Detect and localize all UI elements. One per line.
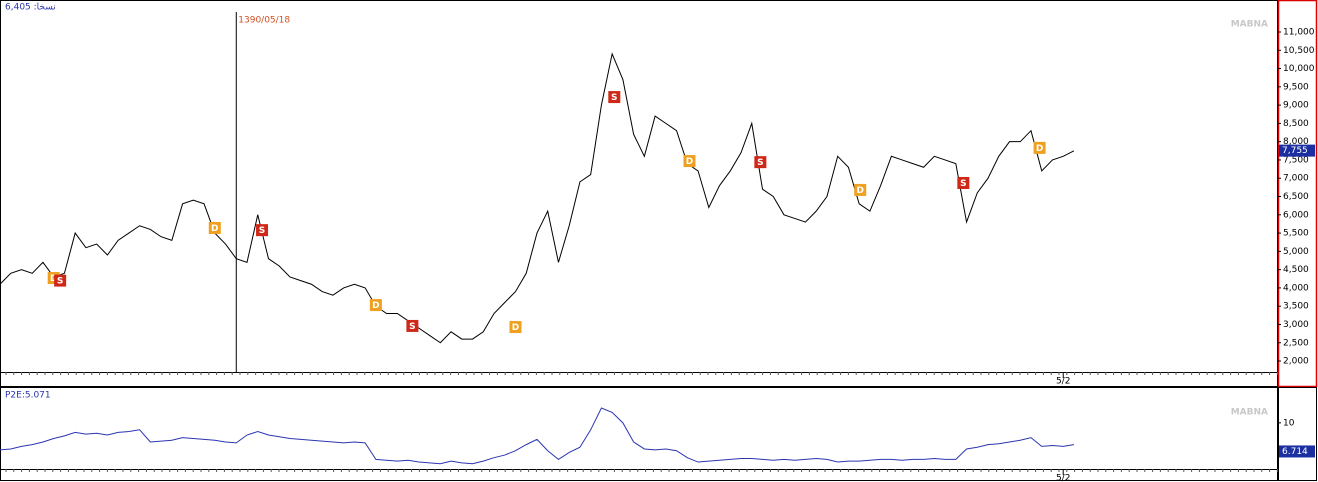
signal-box <box>608 91 621 104</box>
last-value-label: 7,755 <box>1282 146 1308 156</box>
y-tick-label: 10,000 <box>1283 64 1315 74</box>
signal-label: D <box>856 186 863 196</box>
signal-box <box>754 156 767 169</box>
panel-border <box>0 0 1278 387</box>
y-tick-label: 7,000 <box>1283 174 1309 184</box>
y-tick-label: 2,500 <box>1283 338 1309 348</box>
price-line <box>0 407 1075 465</box>
y-tick-label: 3,000 <box>1283 320 1309 330</box>
y-tick-label: 6,000 <box>1283 210 1309 220</box>
y-tick-label: 6,500 <box>1283 192 1309 202</box>
chart-title: P2E:5.071 <box>5 391 51 401</box>
signal-label: S <box>57 277 63 287</box>
y-tick-label: 10 <box>1283 418 1295 428</box>
active-axis-border <box>1277 0 1318 388</box>
price-line <box>0 52 1075 344</box>
panel-border <box>0 387 1278 481</box>
chart-title: 6,405 :نسخا <box>5 3 56 13</box>
signal-box <box>54 274 67 287</box>
y-tick-label: 5,500 <box>1283 229 1309 239</box>
signal-label: D <box>211 224 218 234</box>
signal-box <box>208 221 221 234</box>
y-tick-label: 8,000 <box>1283 137 1309 147</box>
x-tick-label: 5/2 <box>1056 474 1070 482</box>
last-value-label: 6.714 <box>1282 447 1308 457</box>
x-tick-label: 5/2 <box>1056 377 1070 387</box>
y-tick-label: 8,500 <box>1283 119 1309 129</box>
signal-box <box>509 321 522 334</box>
signal-label: S <box>960 179 966 189</box>
y-tick-label: 4,000 <box>1283 283 1309 293</box>
y-tick-label: 9,500 <box>1283 82 1309 92</box>
signal-label: D <box>372 301 379 311</box>
signal-label: S <box>611 93 617 103</box>
last-value-box <box>1279 144 1315 157</box>
axis-border <box>1278 387 1317 481</box>
y-tick-label: 5,000 <box>1283 247 1309 257</box>
watermark: MABNA <box>1231 20 1268 30</box>
signal-box <box>256 224 269 237</box>
y-tick-label: 11,000 <box>1283 27 1315 37</box>
y-tick-label: 9,000 <box>1283 101 1309 111</box>
y-tick-label: 3,500 <box>1283 302 1309 312</box>
signal-box <box>1033 141 1046 154</box>
signal-label: D <box>512 323 519 333</box>
y-tick-label: 10,500 <box>1283 46 1315 56</box>
y-tick-label: 2,000 <box>1283 357 1309 367</box>
last-value-box <box>1279 445 1315 458</box>
signal-box <box>854 183 867 196</box>
signal-box <box>957 176 970 189</box>
signal-label: D <box>1036 144 1043 154</box>
watermark: MABNA <box>1231 408 1268 418</box>
signal-label: S <box>757 158 763 168</box>
marker-date: 1390/05/18 <box>238 16 290 26</box>
signal-label: D <box>50 274 57 284</box>
y-tick-label: 4,500 <box>1283 265 1309 275</box>
signal-label: D <box>686 157 693 167</box>
signal-box <box>369 299 382 312</box>
signal-box <box>406 319 419 332</box>
signal-label: S <box>259 226 265 236</box>
y-tick-label: 7,500 <box>1283 155 1309 165</box>
signal-box <box>683 155 696 168</box>
signal-label: S <box>409 322 415 332</box>
